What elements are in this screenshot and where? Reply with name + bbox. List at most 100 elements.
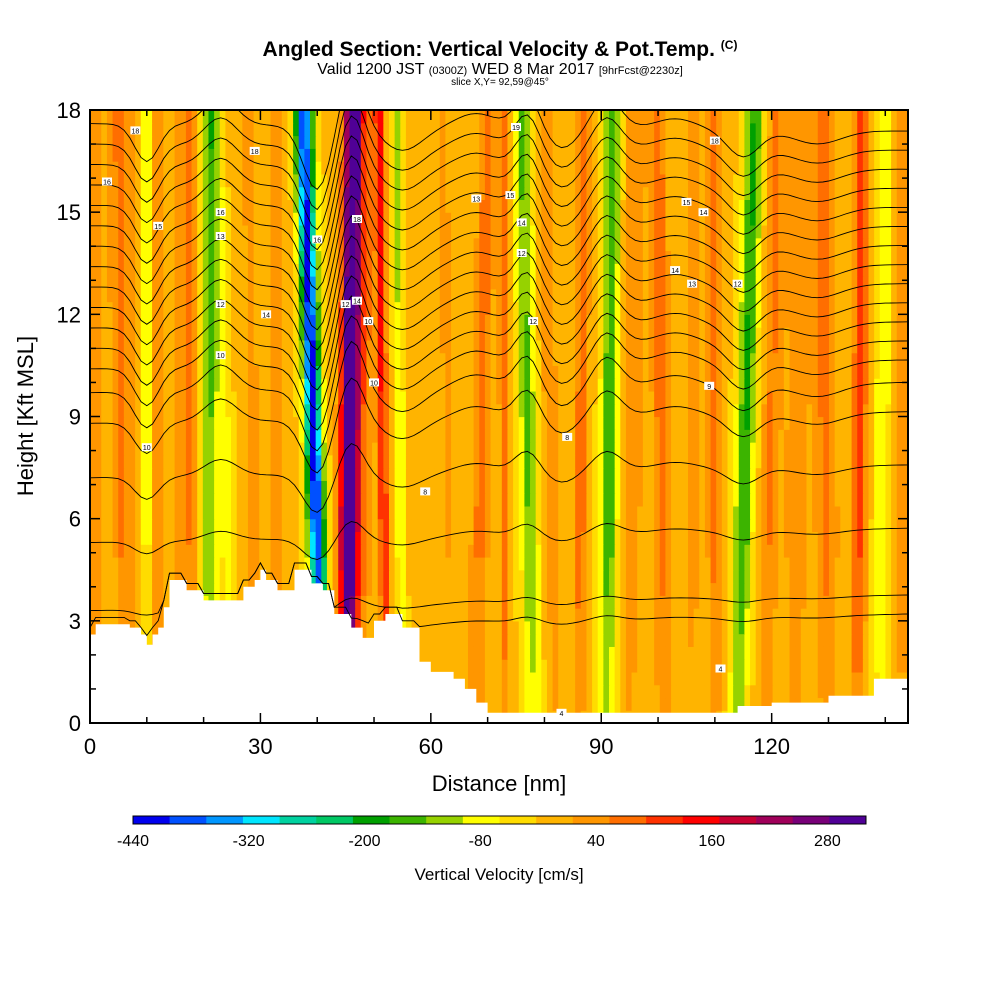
- velocity-cell: [648, 352, 655, 367]
- velocity-cell: [778, 288, 785, 303]
- velocity-cell: [310, 365, 317, 379]
- velocity-cell: [580, 352, 588, 367]
- velocity-cell: [101, 608, 108, 622]
- velocity-cell: [716, 442, 723, 456]
- velocity-cell: [631, 378, 638, 392]
- velocity-cell: [287, 403, 294, 418]
- velocity-cell: [281, 556, 289, 571]
- velocity-cell: [355, 390, 362, 405]
- velocity-cell: [411, 403, 418, 418]
- velocity-cell: [185, 569, 193, 584]
- velocity-cell: [862, 531, 870, 545]
- velocity-cell: [490, 671, 497, 686]
- velocity-cell: [451, 390, 458, 405]
- velocity-cell: [276, 327, 283, 341]
- velocity-cell: [885, 314, 892, 328]
- velocity-cell: [648, 684, 655, 699]
- velocity-cell: [287, 429, 294, 443]
- velocity-cell: [721, 684, 729, 699]
- velocity-cell: [823, 518, 830, 533]
- velocity-cell: [507, 314, 514, 328]
- velocity-cell: [716, 288, 723, 303]
- velocity-cell: [586, 378, 593, 392]
- velocity-cell: [563, 595, 571, 609]
- velocity-cell: [501, 697, 509, 711]
- velocity-cell: [750, 518, 757, 533]
- velocity-cell: [530, 671, 537, 686]
- velocity-cell: [862, 454, 870, 469]
- velocity-cell: [439, 620, 447, 635]
- velocity-cell: [163, 352, 170, 367]
- velocity-cell: [592, 352, 599, 367]
- velocity-cell: [817, 327, 824, 341]
- velocity-cell: [185, 531, 193, 545]
- velocity-cell: [637, 505, 644, 520]
- velocity-cell: [682, 531, 689, 545]
- velocity-cell: [563, 697, 571, 711]
- velocity-cell: [823, 684, 830, 699]
- velocity-cell: [733, 569, 740, 584]
- velocity-cell: [840, 301, 847, 315]
- velocity-cell: [665, 684, 672, 699]
- velocity-cell: [569, 518, 576, 533]
- velocity-cell: [879, 314, 887, 328]
- velocity-cell: [518, 390, 525, 405]
- velocity-cell: [530, 595, 537, 609]
- velocity-cell: [659, 684, 667, 699]
- velocity-cell: [755, 416, 762, 430]
- velocity-cell: [191, 454, 198, 469]
- velocity-cell: [135, 480, 142, 494]
- velocity-cell: [783, 378, 791, 392]
- velocity-cell: [716, 671, 723, 686]
- velocity-cell: [513, 582, 520, 596]
- velocity-cell: [829, 390, 836, 405]
- velocity-cell: [552, 684, 559, 699]
- velocity-cell: [530, 301, 537, 315]
- velocity-cell: [546, 390, 554, 405]
- velocity-cell: [800, 365, 808, 379]
- velocity-cell: [778, 595, 785, 609]
- velocity-cell: [372, 429, 379, 443]
- velocity-cell: [642, 671, 650, 686]
- velocity-cell: [823, 403, 830, 418]
- velocity-cell: [659, 442, 667, 456]
- velocity-cell: [405, 454, 413, 469]
- velocity-cell: [417, 416, 424, 430]
- velocity-cell: [637, 314, 644, 328]
- velocity-cell: [569, 403, 576, 418]
- velocity-cell: [789, 467, 796, 481]
- velocity-cell: [738, 633, 745, 647]
- velocity-cell: [891, 556, 898, 571]
- velocity-cell: [625, 365, 633, 379]
- velocity-cell: [518, 697, 525, 711]
- velocity-cell: [411, 582, 418, 596]
- velocity-cell: [174, 505, 181, 520]
- velocity-cell: [530, 544, 537, 558]
- velocity-cell: [225, 339, 232, 354]
- velocity-cell: [772, 301, 779, 315]
- velocity-cell: [896, 378, 903, 392]
- velocity-cell: [902, 493, 908, 507]
- velocity-cell: [293, 493, 300, 507]
- velocity-cell: [434, 403, 441, 418]
- velocity-cell: [513, 467, 520, 481]
- velocity-cell: [614, 595, 621, 609]
- velocity-cell: [592, 301, 599, 315]
- velocity-cell: [236, 365, 243, 379]
- velocity-cell: [665, 442, 672, 456]
- velocity-cell: [620, 544, 627, 558]
- velocity-cell: [490, 314, 497, 328]
- velocity-cell: [462, 556, 469, 571]
- velocity-cell: [580, 582, 588, 596]
- velocity-cell: [112, 556, 119, 571]
- velocity-cell: [800, 531, 808, 545]
- velocity-cell: [202, 390, 210, 405]
- velocity-cell: [513, 518, 520, 533]
- velocity-cell: [704, 467, 712, 481]
- velocity-cell: [501, 454, 509, 469]
- velocity-cell: [648, 505, 655, 520]
- velocity-cell: [253, 493, 260, 507]
- velocity-cell: [812, 339, 819, 354]
- velocity-cell: [163, 314, 170, 328]
- velocity-cell: [716, 493, 723, 507]
